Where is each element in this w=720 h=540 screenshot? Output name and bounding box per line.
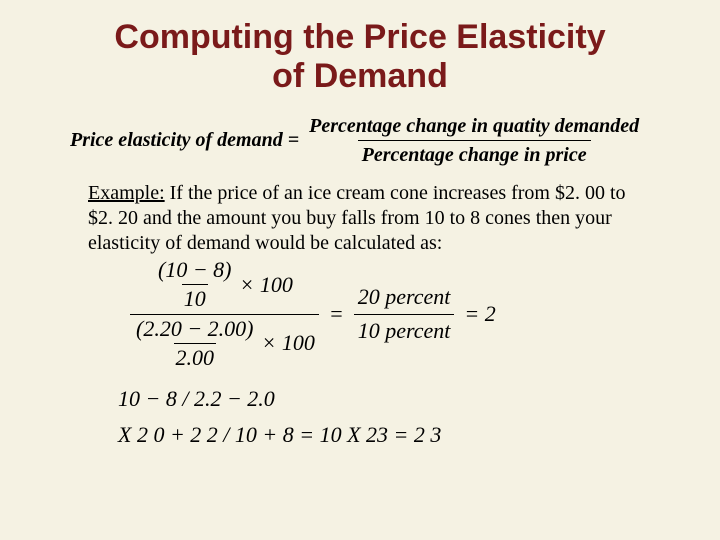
calc-percent-num: 20 percent [354,283,455,314]
calc-percent-fraction: 20 percent 10 percent [354,283,455,345]
calc-top-row: (10 − 8) 10 × 100 [152,256,297,313]
formula-lhs: Price elasticity of demand = [70,129,305,152]
example-paragraph: Example: If the price of an ice cream co… [88,181,650,256]
calculation-main: (10 − 8) 10 × 100 (2.20 − 2.00) 2.00 × 1… [130,256,690,372]
calc-bot-times100: × 100 [256,330,315,356]
title-line-2: of Demand [272,57,448,95]
calc-percent-den: 10 percent [354,314,455,346]
calc-big-fraction: (10 − 8) 10 × 100 (2.20 − 2.00) 2.00 × 1… [130,256,319,372]
formula-numerator: Percentage change in quatity demanded [305,114,643,140]
calc-top-num: (10 − 8) [156,258,234,284]
calc-top-subfraction: (10 − 8) 10 [156,258,234,311]
elasticity-formula: Price elasticity of demand = Percentage … [70,114,690,167]
slide: Computing the Price Elasticity of Demand… [0,0,720,540]
calc-top-times100: × 100 [234,272,293,298]
slide-title: Computing the Price Elasticity of Demand [30,18,690,96]
example-lead: Example: [88,182,165,204]
example-text: If the price of an ice cream cone increa… [88,182,626,254]
equals-1: = [319,301,354,327]
calc-bot-subfraction: (2.20 − 2.00) 2.00 [134,317,256,370]
formula-denominator: Percentage change in price [358,140,591,167]
calc-result: = 2 [454,301,505,327]
calc-bot-num: (2.20 − 2.00) [134,317,256,343]
calc-top-den: 10 [182,284,208,311]
title-line-1: Computing the Price Elasticity [114,18,605,56]
formula-fraction: Percentage change in quatity demanded Pe… [305,114,643,167]
calc-bot-den: 2.00 [174,343,217,370]
calc-line-2: 10 − 8 / 2.2 − 2.0 [118,386,690,412]
calc-bot-row: (2.20 − 2.00) 2.00 × 100 [130,314,319,372]
calc-line-3: X 2 0 + 2 2 / 10 + 8 = 10 X 23 = 2 3 [118,422,690,448]
